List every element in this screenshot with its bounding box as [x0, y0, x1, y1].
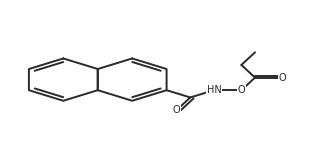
Text: HN: HN [207, 85, 221, 95]
Text: O: O [238, 85, 245, 95]
Text: O: O [279, 73, 286, 82]
Text: O: O [173, 105, 180, 115]
